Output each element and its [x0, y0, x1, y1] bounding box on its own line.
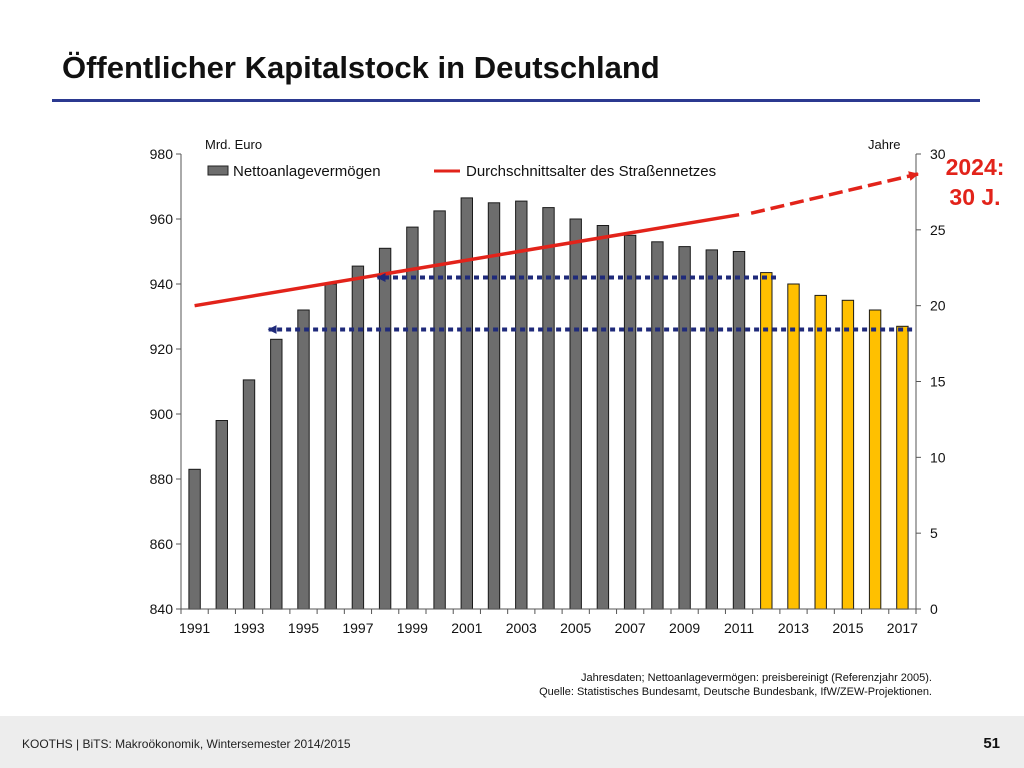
y-left-tick-880: 880 — [150, 471, 174, 487]
bar-2016 — [868, 309, 882, 610]
x-tick-2017: 2017 — [887, 620, 918, 636]
bar-2010 — [705, 249, 718, 610]
bar-1991 — [188, 468, 201, 610]
page-number: 51 — [983, 735, 1000, 752]
legend-label-net-assets: Nettoanlagevermögen — [233, 163, 381, 180]
legend-label-road-age: Durchschnittsalter des Straßennetzes — [466, 163, 716, 180]
callout-value: 30 J. — [949, 184, 1001, 210]
legend-swatch-net-assets — [207, 165, 229, 176]
callout-year: 2024: — [945, 154, 1005, 180]
bar-2014 — [814, 294, 827, 610]
x-tick-1997: 1997 — [342, 620, 373, 636]
bar-1996 — [324, 283, 337, 610]
line-layer — [194, 171, 919, 308]
bar-1998 — [378, 247, 392, 610]
footer-bar — [0, 716, 1024, 768]
bar-1994 — [270, 338, 283, 610]
bar-1997 — [351, 265, 365, 610]
bar-2003 — [515, 200, 528, 610]
y-right-tick-0: 0 — [930, 601, 938, 617]
x-tick-1993: 1993 — [233, 620, 264, 636]
axes-layer: 840 860 880 900 920 940 960 980 0 5 10 15 20 25 30 1991… — [150, 146, 946, 636]
y-left-tick-920: 920 — [150, 341, 174, 357]
y-axis-left-unit: Mrd. Euro — [205, 137, 262, 152]
y-left-tick-940: 940 — [150, 276, 174, 292]
bar-1995 — [297, 309, 310, 610]
x-tick-2005: 2005 — [560, 620, 591, 636]
bar-2000 — [433, 210, 446, 610]
footer-text: KOOTHS | BiTS: Makroökonomik, Winterseme… — [22, 737, 351, 751]
bar-2011 — [732, 251, 746, 610]
bar-1992 — [215, 420, 229, 610]
y-right-tick-15: 15 — [930, 374, 946, 390]
y-right-tick-10: 10 — [930, 449, 946, 465]
x-tick-1999: 1999 — [397, 620, 428, 636]
bars-layer — [188, 197, 909, 610]
x-tick-2013: 2013 — [778, 620, 809, 636]
bar-2017 — [896, 325, 909, 610]
bar-2012 — [760, 272, 773, 610]
y-left-tick-900: 900 — [150, 406, 174, 422]
x-tick-2015: 2015 — [832, 620, 863, 636]
bar-2007 — [623, 234, 637, 610]
road-age-line — [194, 212, 740, 308]
x-tick-2003: 2003 — [506, 620, 537, 636]
y-left-tick-960: 960 — [150, 211, 174, 227]
y-right-tick-5: 5 — [930, 525, 938, 541]
road-age-projection — [750, 171, 919, 215]
bar-1999 — [406, 226, 419, 610]
chart: 840 860 880 900 920 940 960 980 0 5 10 15 20 25 30 1991… — [150, 137, 946, 636]
projection-callout: 2024: 30 J. — [930, 152, 1020, 212]
chart-note: Jahresdaten; Nettoanlagevermögen: preisb… — [581, 672, 932, 684]
title-rule — [52, 99, 980, 102]
bar-2013 — [787, 283, 800, 610]
slide-title: Öffentlicher Kapitalstock in Deutschland — [62, 50, 660, 85]
y-right-tick-20: 20 — [930, 298, 946, 314]
chart-source: Quelle: Statistisches Bundesamt, Deutsch… — [539, 686, 932, 698]
bar-2004 — [542, 207, 555, 610]
x-tick-2009: 2009 — [669, 620, 700, 636]
y-axis-right-unit: Jahre — [868, 137, 901, 152]
y-left-tick-840: 840 — [150, 601, 174, 617]
bar-1993 — [242, 379, 256, 610]
y-left-tick-980: 980 — [150, 146, 174, 162]
x-tick-1995: 1995 — [288, 620, 319, 636]
y-right-tick-25: 25 — [930, 222, 946, 238]
arrow-layer — [267, 273, 913, 334]
y-left-tick-860: 860 — [150, 536, 174, 552]
bar-2015 — [841, 299, 855, 610]
x-tick-2001: 2001 — [451, 620, 482, 636]
bar-2008 — [651, 241, 664, 610]
x-tick-1991: 1991 — [179, 620, 210, 636]
bar-2009 — [678, 246, 691, 610]
y-right-tick-30: 30 — [930, 146, 946, 162]
legend: Nettoanlagevermögen Durchschnittsalter d… — [207, 163, 716, 180]
x-tick-2007: 2007 — [615, 620, 646, 636]
bar-2006 — [596, 225, 610, 610]
bar-2002 — [487, 202, 501, 610]
x-tick-2011: 2011 — [724, 620, 754, 636]
